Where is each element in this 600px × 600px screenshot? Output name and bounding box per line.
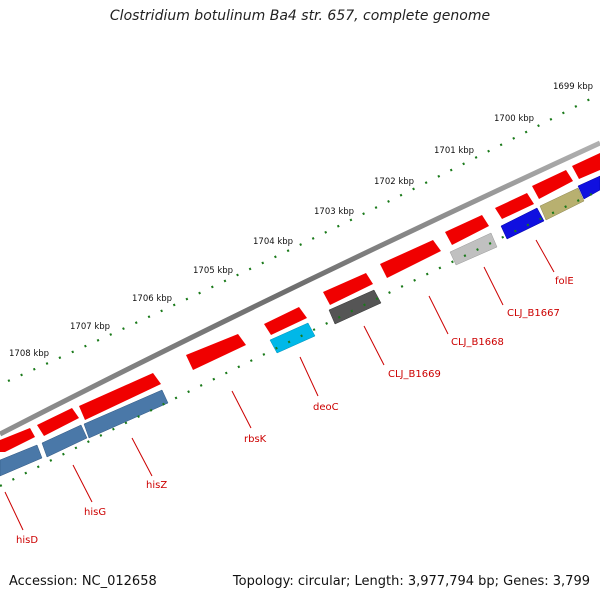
gene-arrow-hisD-fwd (0, 428, 35, 452)
gene-label-rbsK: rbsK (244, 434, 267, 445)
outer-scale-ticks (7, 95, 597, 383)
gene-label-folE: folE (555, 276, 574, 287)
gene-block-CLJ_B1669-rev (328, 289, 382, 325)
gene-arrow-CLJ_B1668-fwd (380, 240, 441, 278)
scale-label-1706: 1706 kbp (132, 294, 172, 304)
leader-hisD (4, 491, 24, 531)
gene-block-deoC-rev (269, 322, 316, 354)
gene-arrow-CLJ_B1669-fwd (323, 273, 373, 305)
gene-label-leaders (4, 239, 555, 531)
leader-hisZ (131, 437, 153, 477)
gene-label-hisD: hisD (16, 535, 38, 546)
leader-CLJ_B1668 (428, 295, 449, 335)
gene-label-deoC: deoC (313, 402, 339, 413)
gene-label-hisG: hisG (84, 507, 106, 518)
gene-arrow-edge-fwd (572, 153, 600, 179)
forward-strand-genes (0, 153, 600, 452)
gene-block-hisD-rev (0, 444, 43, 477)
gene-block-olive-rev (539, 187, 585, 221)
gene-label-CLJ_B1668: CLJ_B1668 (451, 337, 504, 348)
gene-arrow-hisZ-fwd (79, 373, 161, 420)
scale-label-1708: 1708 kbp (9, 349, 49, 359)
scale-label-1705: 1705 kbp (193, 266, 233, 276)
accession-text: Accession: NC_012658 (9, 574, 157, 589)
leader-rbsK (231, 390, 252, 429)
gene-block-CLJ_B1667-rev (449, 232, 498, 266)
scale-label-1703: 1703 kbp (314, 207, 354, 217)
leader-hisG (72, 464, 93, 503)
leader-folE (535, 239, 555, 273)
gene-arrow-rbsK-fwd (186, 334, 246, 370)
scale-label-1699: 1699 kbp (553, 82, 593, 92)
genome-backbone (0, 140, 600, 437)
gene-label-hisZ: hisZ (146, 480, 167, 491)
gene-arrow-folE-fwd-b (532, 170, 573, 199)
gene-label-CLJ_B1669: CLJ_B1669 (388, 369, 441, 380)
scale-label-1702: 1702 kbp (374, 177, 414, 187)
gene-block-hisZ-rev (83, 389, 169, 439)
gene-arrow-hisG-fwd (37, 408, 79, 436)
genome-title: Clostridium botulinum Ba4 str. 657, comp… (109, 8, 491, 24)
scale-label-1707: 1707 kbp (70, 322, 110, 332)
scale-label-group: 1699 kbp 1700 kbp 1701 kbp 1702 kbp 1703… (9, 82, 593, 359)
scale-label-1700: 1700 kbp (494, 114, 534, 124)
reverse-strand-genes (0, 175, 600, 477)
leader-CLJ_B1667 (483, 266, 504, 306)
scale-label-1701: 1701 kbp (434, 146, 474, 156)
gene-arrow-folE-fwd-a (495, 193, 534, 219)
gene-block-hisG-rev (41, 424, 88, 458)
gene-block-edge-rev (577, 175, 600, 200)
gene-arrow-CLJ_B1667-fwd (445, 215, 489, 245)
gene-arrow-deoC-fwd (264, 307, 307, 335)
topology-text: Topology: circular; Length: 3,977,794 bp… (232, 574, 590, 589)
gene-labels: folE CLJ_B1667 CLJ_B1668 CLJ_B1669 deoC … (16, 276, 574, 546)
gene-label-CLJ_B1667: CLJ_B1667 (507, 308, 560, 319)
scale-label-1704: 1704 kbp (253, 237, 293, 247)
leader-deoC (299, 356, 319, 397)
gene-block-blue-rev (500, 207, 545, 240)
leader-CLJ_B1669 (363, 325, 385, 366)
